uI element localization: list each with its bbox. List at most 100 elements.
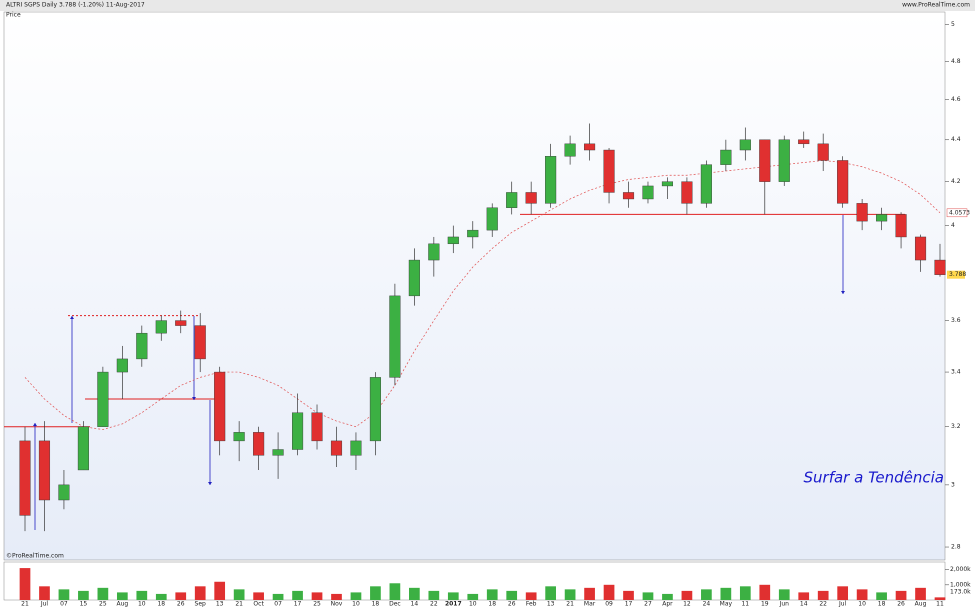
- x-tick-label: 25: [99, 601, 107, 608]
- candle-body: [311, 412, 323, 442]
- x-tick-label: 11: [936, 601, 944, 608]
- candle-body: [525, 192, 537, 204]
- volume-bar: [681, 590, 693, 600]
- x-tick-label: 10: [858, 601, 866, 608]
- y-tick-label: 4.6: [951, 96, 961, 103]
- x-tick-label: 24: [703, 601, 711, 608]
- volume-bar: [214, 581, 226, 600]
- ma-box: [946, 208, 968, 218]
- x-tick-label: 12: [683, 601, 691, 608]
- volume-bar: [97, 587, 109, 600]
- candle-body: [584, 143, 596, 151]
- volume-tick-label: 1,000k: [950, 581, 971, 588]
- candle-body: [486, 207, 498, 231]
- candle-body: [895, 214, 907, 238]
- x-tick-label: Sep: [195, 601, 207, 608]
- volume-bar: [798, 592, 810, 600]
- x-tick-label: 11: [741, 601, 749, 608]
- x-tick-label: May: [720, 601, 733, 608]
- volume-last-label: 173.0k: [950, 589, 971, 596]
- x-tick-label: 25: [313, 601, 321, 608]
- x-tick-label: 10: [469, 601, 477, 608]
- x-tick-label: 17: [294, 601, 302, 608]
- candle-body: [798, 139, 810, 145]
- candle-body: [77, 426, 89, 471]
- candle-body: [330, 440, 343, 456]
- candle-body: [545, 156, 557, 204]
- candle-body: [817, 143, 829, 161]
- volume-bar: [623, 590, 634, 600]
- x-tick-label: 18: [488, 601, 496, 608]
- last-price-box: [947, 270, 965, 279]
- volume-bar: [486, 589, 498, 600]
- x-tick-label: 18: [157, 601, 165, 608]
- x-tick-label: 21: [235, 601, 243, 608]
- volume-bar: [856, 589, 868, 600]
- volume-bar: [292, 590, 303, 600]
- candle-body: [642, 185, 654, 200]
- volume-tick-label: 2,000k: [950, 566, 971, 573]
- x-tick-label: 22: [430, 601, 438, 608]
- volume-bar: [272, 593, 284, 600]
- x-tick-label: 22: [819, 601, 827, 608]
- ma-label: 4.0573: [949, 209, 970, 216]
- candle-body: [428, 243, 440, 261]
- annotation: Surfar a Tendência: [804, 469, 944, 487]
- x-tick-label: 10: [352, 601, 360, 608]
- x-tick-label: Mar: [584, 601, 596, 608]
- candle-body: [564, 143, 576, 157]
- volume-bar: [155, 593, 167, 600]
- volume-bar: [467, 593, 479, 600]
- candle-body: [97, 371, 109, 427]
- candle-body: [739, 139, 751, 151]
- candle-body: [934, 259, 946, 275]
- volume-bar: [39, 586, 50, 600]
- volume-bar: [136, 590, 148, 600]
- x-tick-label: 14: [411, 601, 419, 608]
- candle-body: [116, 358, 128, 373]
- x-tick-label: Oct: [253, 601, 264, 608]
- candle-body: [837, 160, 849, 204]
- candle-body: [506, 192, 518, 208]
- volume-bar: [194, 586, 206, 600]
- volume-bar: [837, 586, 849, 600]
- volume-bar: [720, 587, 732, 600]
- y-tick-label: 4.4: [951, 136, 961, 143]
- x-tick-label: 13: [216, 601, 224, 608]
- candle-body: [603, 149, 615, 193]
- volume-bar: [759, 584, 771, 600]
- candle-body: [622, 192, 635, 200]
- arrow-head: [208, 482, 212, 485]
- x-tick-label: 07: [60, 601, 68, 608]
- x-tick-label: 09: [605, 601, 613, 608]
- volume-bar: [642, 592, 654, 600]
- x-tick-label: 21: [21, 601, 29, 608]
- x-tick-label: 21: [566, 601, 574, 608]
- x-tick-label: 07: [274, 601, 282, 608]
- candle-body: [389, 295, 401, 378]
- volume-bar: [934, 597, 946, 600]
- x-tick-label: Dec: [389, 601, 401, 608]
- x-tick-label: Feb: [526, 601, 537, 608]
- y-tick-label: 4.8: [951, 58, 961, 65]
- volume-bar: [389, 583, 401, 600]
- volume-bar: [603, 584, 615, 600]
- volume-bar: [311, 592, 323, 600]
- x-tick-label: Apr: [662, 601, 673, 608]
- candle-body: [175, 320, 187, 326]
- volume-bar: [739, 586, 751, 600]
- candle-body: [408, 259, 420, 297]
- candle-body: [214, 371, 226, 442]
- volume-bar: [564, 589, 576, 600]
- x-tick-label: Jul: [40, 601, 49, 608]
- subtitle: Price: [6, 12, 21, 19]
- y-tick-label: 3: [951, 481, 955, 488]
- chart-title: ALTRI SGPS Daily 3.788 (-1.20%) 11-Aug-2…: [6, 2, 145, 9]
- volume-bar: [584, 587, 595, 600]
- x-tick-label: Jun: [779, 601, 790, 608]
- volume-bar: [175, 592, 187, 600]
- y-tick-label: 3.2: [951, 423, 961, 430]
- candle-body: [350, 440, 362, 456]
- x-tick-label: 10: [138, 601, 146, 608]
- candle-body: [876, 214, 888, 222]
